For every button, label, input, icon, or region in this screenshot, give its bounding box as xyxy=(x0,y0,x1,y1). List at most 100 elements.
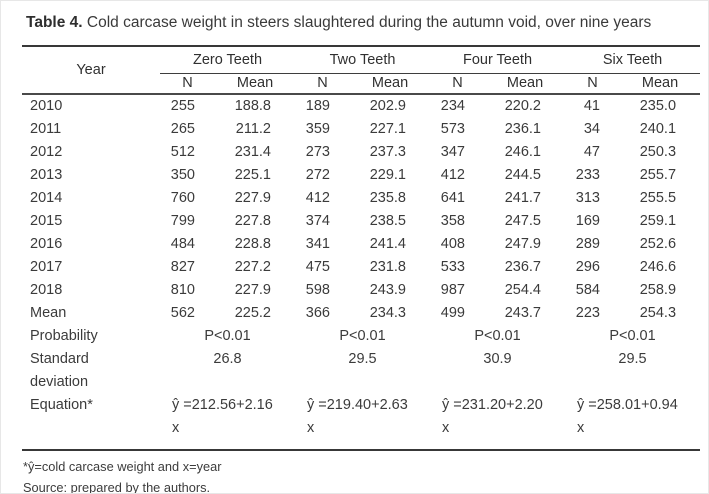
year-cell: 2016 xyxy=(30,236,63,252)
n-header: N xyxy=(160,73,215,95)
mean-cell: 227.8 xyxy=(234,213,271,229)
table-row: 2010 255 188.8 189 202.9 234 220.2 41 235.0 xyxy=(22,94,700,118)
row-label-standard-deviation: Standard deviation xyxy=(22,348,160,394)
mean-cell: 243.7 xyxy=(504,305,541,321)
footnote-equation-key: *ŷ=cold carcase weight and x=year xyxy=(23,459,222,474)
table-stats: Probability P<0.01 P<0.01 P<0.01 P<0.01 … xyxy=(22,325,700,450)
equation-line1: ŷ =231.20+2.20 xyxy=(442,397,543,413)
mean-header: Mean xyxy=(215,73,295,95)
n-cell: 347 xyxy=(440,144,465,160)
row-label-probability: Probability xyxy=(30,328,98,344)
year-cell: 2018 xyxy=(30,282,63,298)
table-caption: Table 4. Cold carcase weight in steers s… xyxy=(26,12,708,33)
table-body: 2010 255 188.8 189 202.9 234 220.2 41 235.0 2011 2… xyxy=(22,94,700,325)
n-cell: 827 xyxy=(170,259,195,275)
footnote-source: Source: prepared by the authors. xyxy=(23,480,211,494)
equation-cell: ŷ =258.01+0.94 x xyxy=(565,394,700,450)
mean-cell: 211.2 xyxy=(235,121,271,137)
n-cell: 265 xyxy=(170,121,195,137)
mean-cell: 228.8 xyxy=(234,236,271,252)
equation-line1: ŷ =212.56+2.16 xyxy=(172,397,273,413)
mean-header: Mean xyxy=(350,73,430,95)
standard-deviation-row: Standard deviation 26.8 29.5 30.9 29.5 xyxy=(22,348,700,394)
year-cell: 2012 xyxy=(30,144,63,160)
n-cell: 499 xyxy=(440,305,465,321)
group-header-two-teeth: Two Teeth xyxy=(295,46,430,74)
n-cell: 272 xyxy=(305,167,330,183)
year-cell: 2011 xyxy=(30,121,62,137)
mean-cell: 244.5 xyxy=(504,167,541,183)
n-cell: 484 xyxy=(170,236,195,252)
table-row: 2015 799 227.8 374 238.5 358 247.5 169 259.1 xyxy=(22,210,700,233)
n-cell: 475 xyxy=(305,259,330,275)
group-header-four-teeth: Four Teeth xyxy=(430,46,565,74)
n-header: N xyxy=(430,73,485,95)
equation-line1: ŷ =219.40+2.63 xyxy=(307,397,408,413)
n-cell: 584 xyxy=(575,282,600,298)
table-caption-label: Table 4. xyxy=(26,14,83,31)
mean-cell: 220.2 xyxy=(504,98,541,114)
mean-cell: 225.1 xyxy=(234,167,271,183)
stddev-cell: 29.5 xyxy=(618,351,647,367)
n-cell: 412 xyxy=(440,167,465,183)
mean-cell: 231.4 xyxy=(234,144,271,160)
mean-cell: 243.9 xyxy=(369,282,406,298)
mean-cell: 227.2 xyxy=(234,259,271,275)
table-row: 2011 265 211.2 359 227.1 573 236.1 34 240.1 xyxy=(22,118,700,141)
n-cell: 313 xyxy=(575,190,600,206)
table-caption-text: Cold carcase weight in steers slaughtere… xyxy=(86,14,652,31)
standard-deviation-label: Standard deviation xyxy=(30,351,89,390)
equation-row: Equation* ŷ =212.56+2.16 x ŷ =219.40+2.6… xyxy=(22,394,700,450)
n-cell: 987 xyxy=(440,282,465,298)
stddev-cell: 29.5 xyxy=(348,351,377,367)
n-cell: 641 xyxy=(440,190,465,206)
mean-cell: 247.5 xyxy=(504,213,541,229)
mean-cell: 255.7 xyxy=(639,167,677,183)
probability-cell: P<0.01 xyxy=(339,328,386,344)
n-cell: 289 xyxy=(575,236,600,252)
n-cell: 169 xyxy=(575,213,600,229)
mean-cell: 236.1 xyxy=(504,121,541,137)
mean-cell: 255.5 xyxy=(639,190,677,206)
table-row: 2012 512 231.4 273 237.3 347 246.1 47 250.3 xyxy=(22,141,700,164)
table-row: Mean 562 225.2 366 234.3 499 243.7 223 254.3 xyxy=(22,302,700,325)
n-cell: 573 xyxy=(440,121,465,137)
n-cell: 374 xyxy=(305,213,330,229)
n-cell: 255 xyxy=(170,98,195,114)
mean-cell: 234.3 xyxy=(369,305,406,321)
carcase-weight-table: Year Zero Teeth Two Teeth Four Teeth Six… xyxy=(22,45,701,451)
stddev-cell: 30.9 xyxy=(483,351,512,367)
mean-cell: 258.9 xyxy=(639,282,677,298)
mean-header: Mean xyxy=(485,73,565,95)
n-cell: 233 xyxy=(575,167,600,183)
n-cell: 273 xyxy=(305,144,330,160)
mean-cell: 235.0 xyxy=(639,98,677,114)
equation-cell: ŷ =219.40+2.63 x xyxy=(295,394,430,450)
n-cell: 47 xyxy=(583,144,600,160)
equation-line2: x xyxy=(307,420,315,436)
mean-cell: 241.7 xyxy=(504,190,541,206)
n-cell: 358 xyxy=(440,213,465,229)
sub-header-row: N Mean N Mean N Mean N Mean xyxy=(22,73,701,95)
n-cell: 234 xyxy=(440,98,465,114)
mean-cell: 237.3 xyxy=(369,144,406,160)
mean-header: Mean xyxy=(620,73,701,95)
n-cell: 512 xyxy=(170,144,195,160)
mean-cell: 188.8 xyxy=(234,98,271,114)
n-cell: 350 xyxy=(170,167,195,183)
table-row: 2017 827 227.2 475 231.8 533 236.7 296 246.6 xyxy=(22,256,700,279)
mean-cell: 227.1 xyxy=(369,121,406,137)
table-header: Year Zero Teeth Two Teeth Four Teeth Six… xyxy=(22,46,701,95)
table-row: 2016 484 228.8 341 241.4 408 247.9 289 252.6 xyxy=(22,233,700,256)
mean-cell: 202.9 xyxy=(369,98,406,114)
n-cell: 562 xyxy=(170,305,195,321)
n-cell: 799 xyxy=(170,213,195,229)
group-header-zero-teeth: Zero Teeth xyxy=(160,46,295,74)
equation-line2: x xyxy=(442,420,450,436)
equation-line2: x xyxy=(172,420,180,436)
row-label-equation: Equation* xyxy=(30,397,93,413)
n-cell: 34 xyxy=(583,121,600,137)
n-cell: 223 xyxy=(575,305,600,321)
probability-cell: P<0.01 xyxy=(609,328,656,344)
